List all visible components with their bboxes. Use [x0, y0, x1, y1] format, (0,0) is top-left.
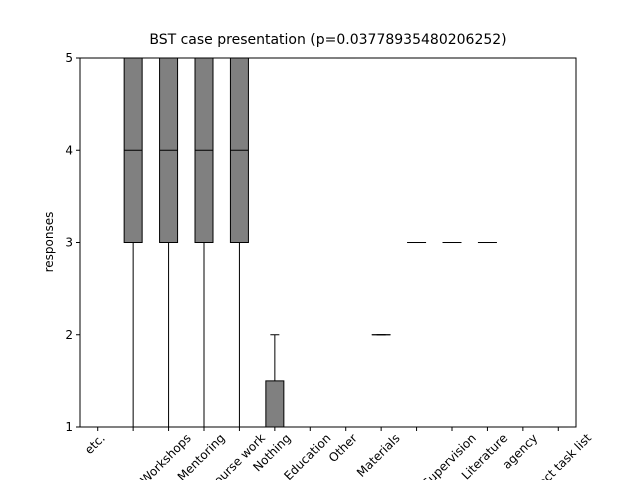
y-tick-label: 4 — [65, 143, 73, 157]
y-tick-label: 1 — [65, 420, 73, 434]
x-tick-label: Materials — [354, 431, 403, 480]
chart-title: BST case presentation (p=0.0377893548020… — [149, 32, 506, 48]
y-tick-label: 2 — [65, 328, 73, 342]
x-tick-label: etc. — [82, 431, 108, 457]
y-axis-label: responses — [42, 212, 56, 273]
plot-frame — [79, 57, 577, 428]
y-tick-label: 3 — [65, 236, 73, 250]
box — [265, 380, 285, 428]
x-tick-label: Other — [326, 431, 360, 465]
y-tick-label: 5 — [65, 51, 73, 65]
